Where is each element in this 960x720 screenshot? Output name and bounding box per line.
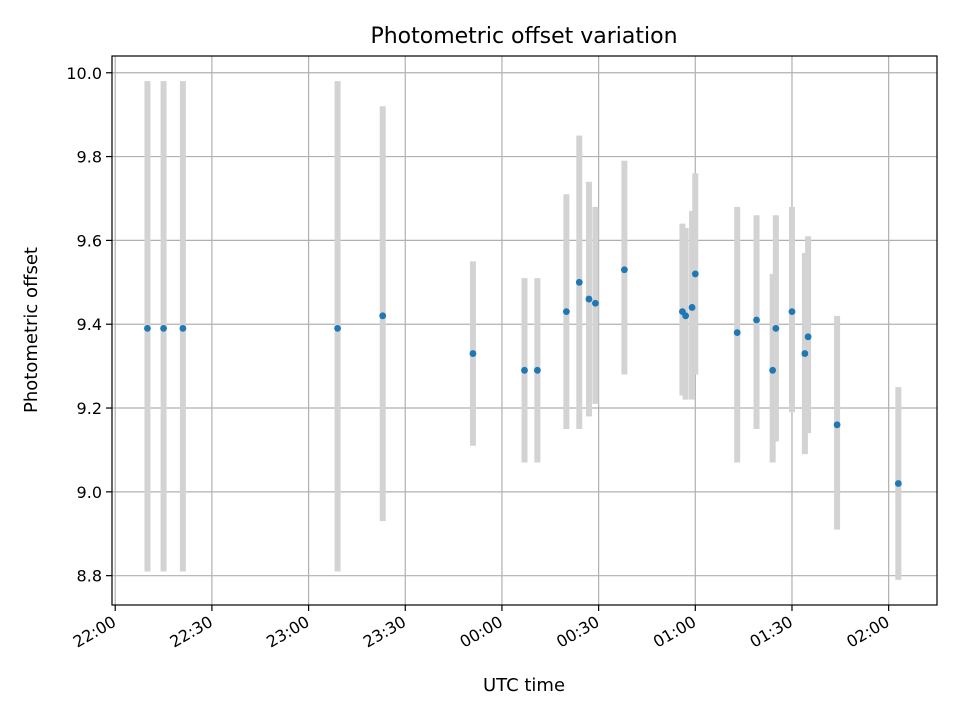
data-point: [533, 366, 541, 374]
data-point: [591, 299, 599, 307]
data-point: [753, 316, 760, 324]
data-points: [144, 266, 902, 487]
data-point: [688, 304, 696, 311]
x-axis-title: UTC time: [483, 675, 565, 696]
y-tick-label: 9.4: [77, 315, 102, 334]
data-point: [334, 325, 341, 332]
data-point: [833, 421, 841, 429]
plot-frame: [111, 55, 938, 606]
y-tick-label: 9.8: [77, 148, 102, 167]
y-tick-label: 9.6: [77, 231, 102, 250]
data-point: [788, 308, 796, 316]
data-point: [469, 350, 477, 357]
y-tick-label: 10.0: [66, 64, 102, 83]
data-point: [621, 266, 628, 274]
data-point: [144, 325, 151, 332]
data-point: [801, 350, 809, 357]
data-point: [379, 312, 387, 320]
data-point: [160, 325, 167, 332]
data-point: [179, 325, 187, 332]
data-point: [733, 329, 741, 336]
data-point: [691, 270, 699, 278]
chart-title: Photometric offset variation: [370, 24, 677, 49]
data-point: [804, 333, 812, 341]
y-tick-label: 9.0: [77, 483, 102, 502]
y-tick-label: 8.8: [77, 567, 102, 586]
data-point: [521, 366, 528, 374]
data-point: [894, 480, 902, 487]
data-point: [562, 308, 570, 316]
data-point: [682, 312, 690, 320]
data-point: [575, 278, 583, 286]
y-axis-ticks: 8.8 9.0 9.2 9.4 9.6 9.8 10.0: [66, 64, 112, 586]
y-axis-title: Photometric offset: [21, 247, 42, 413]
data-point: [772, 325, 780, 332]
data-point: [585, 295, 593, 303]
y-tick-label: 9.2: [77, 399, 102, 418]
data-point: [769, 366, 777, 374]
